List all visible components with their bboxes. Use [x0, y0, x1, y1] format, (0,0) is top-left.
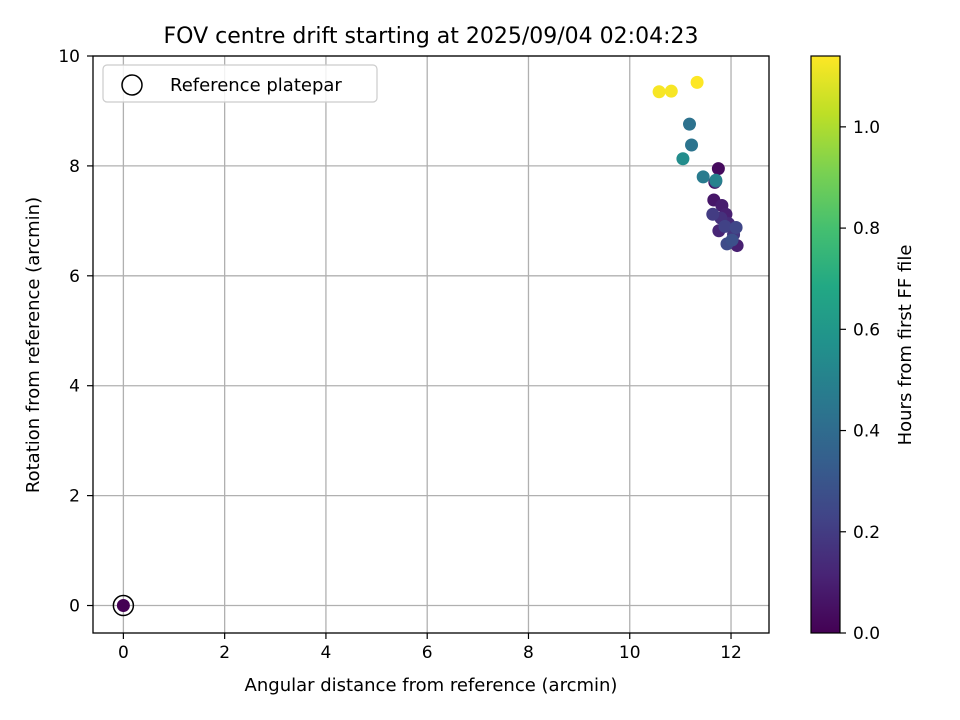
data-point: [685, 138, 699, 152]
y-tick-label: 6: [69, 267, 80, 287]
legend-entry: Reference platepar: [170, 75, 342, 96]
plot-frame: [92, 55, 770, 634]
colorbar-tick-label: 0.0: [853, 624, 880, 644]
data-point: [706, 207, 720, 221]
colorbar-tick-label: 0.4: [853, 422, 880, 442]
colorbar-tick-label: 1.0: [853, 118, 880, 138]
colorbar-tick-label: 0.2: [853, 523, 880, 543]
y-tick-label: 10: [58, 47, 80, 67]
reference-point-marker: [112, 594, 135, 617]
legend-box: [102, 64, 378, 103]
data-point: [725, 233, 739, 247]
data-point: [683, 117, 697, 131]
colorbar-ticks: 0.0 0.2 0.4 0.6 0.8 1.0: [840, 118, 880, 644]
legend: Reference platepar: [102, 64, 378, 103]
data-point: [652, 85, 666, 99]
x-tick-label: 0: [118, 643, 129, 663]
data-point: [718, 219, 732, 233]
x-tick-label: 2: [219, 643, 230, 663]
data-point: [116, 599, 130, 613]
y-axis-label: Rotation from reference (arcmin): [23, 197, 44, 493]
colorbar-tick-label: 0.6: [853, 320, 880, 340]
data-point: [664, 84, 678, 98]
x-tick-label: 4: [321, 643, 332, 663]
reference-marker: [112, 594, 135, 617]
x-axis-ticks: 0 2 4 6 8 10 12: [118, 633, 742, 663]
x-tick-label: 6: [422, 643, 433, 663]
data-point: [711, 162, 725, 176]
colorbar-label: Hours from first FF file: [895, 245, 916, 446]
x-axis-label: Angular distance from reference (arcmin): [245, 675, 618, 696]
colorbar-gradient: [811, 56, 840, 633]
x-tick-label: 10: [619, 643, 641, 663]
colorbar: 0.0 0.2 0.4 0.6 0.8 1.0 Hours from first FF f…: [810, 55, 916, 644]
chart-title: FOV centre drift starting at 2025/09/04 …: [164, 24, 699, 49]
y-tick-label: 4: [69, 377, 80, 397]
y-tick-label: 0: [69, 597, 80, 617]
x-tick-label: 8: [523, 643, 534, 663]
data-point: [676, 152, 690, 166]
y-tick-label: 2: [69, 487, 80, 507]
x-tick-label: 12: [720, 643, 742, 663]
data-points: [116, 75, 744, 613]
y-tick-label: 8: [69, 157, 80, 177]
data-point: [729, 220, 743, 234]
colorbar-frame: [810, 55, 841, 634]
colorbar-tick-label: 0.8: [853, 219, 880, 239]
data-point: [696, 170, 710, 184]
data-point: [709, 173, 723, 187]
legend-marker: [121, 74, 143, 96]
grid-lines: [93, 55, 769, 633]
data-point: [690, 75, 704, 89]
y-axis-ticks: 0 2 4 6 8 10: [58, 47, 93, 617]
